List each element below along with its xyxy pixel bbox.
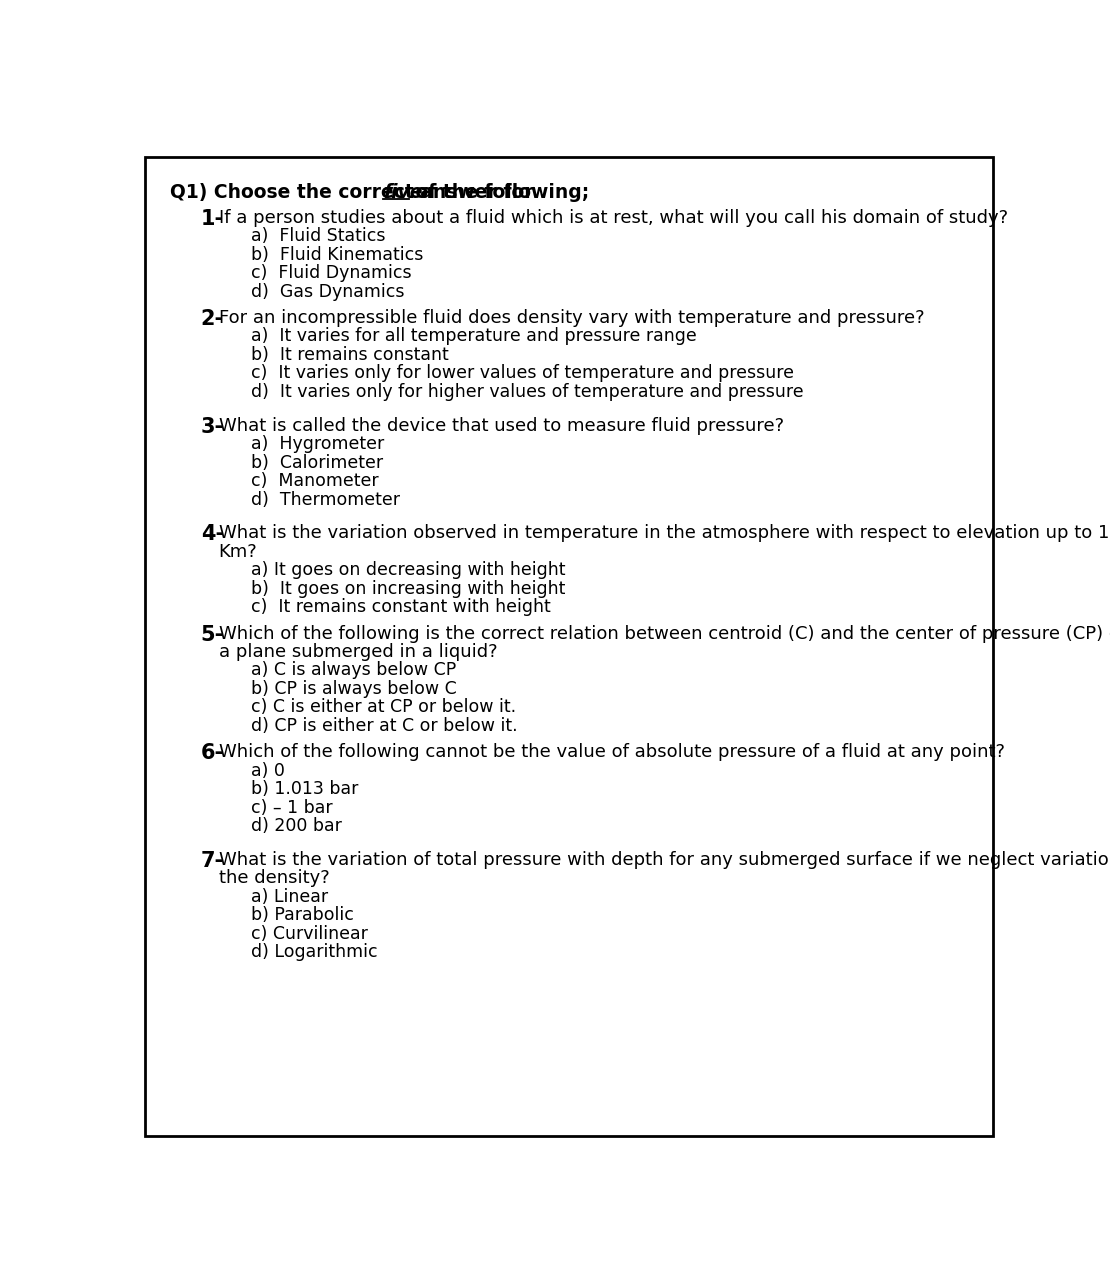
Text: a)  Fluid Statics: a) Fluid Statics (251, 228, 385, 246)
Text: b)  It remains constant: b) It remains constant (251, 346, 448, 364)
Text: d)  Gas Dynamics: d) Gas Dynamics (251, 283, 405, 301)
Text: a) C is always below CP: a) C is always below CP (251, 662, 456, 680)
Text: 6-: 6- (201, 744, 224, 763)
Text: c) – 1 bar: c) – 1 bar (251, 799, 333, 817)
Text: a)  It varies for all temperature and pressure range: a) It varies for all temperature and pre… (251, 328, 697, 346)
Text: a) 0: a) 0 (251, 762, 285, 780)
Text: c)  It remains constant with height: c) It remains constant with height (251, 598, 551, 617)
Text: 1-: 1- (201, 209, 224, 229)
Text: five: five (383, 183, 423, 202)
Text: What is called the device that used to measure fluid pressure?: What is called the device that used to m… (219, 416, 784, 435)
Text: c)  Manometer: c) Manometer (251, 472, 379, 490)
Text: 7-: 7- (201, 851, 224, 870)
Text: What is the variation of total pressure with depth for any submerged surface if : What is the variation of total pressure … (219, 851, 1110, 869)
Text: If a person studies about a fluid which is at rest, what will you call his domai: If a person studies about a fluid which … (219, 209, 1008, 227)
Text: b) 1.013 bar: b) 1.013 bar (251, 780, 359, 797)
Text: c)  Fluid Dynamics: c) Fluid Dynamics (251, 264, 412, 282)
Text: 4-: 4- (201, 525, 224, 544)
Text: b) Parabolic: b) Parabolic (251, 906, 354, 924)
Text: b)  Fluid Kinematics: b) Fluid Kinematics (251, 246, 424, 264)
Text: 2-: 2- (201, 308, 224, 329)
Text: Which of the following is the correct relation between centroid (C) and the cent: Which of the following is the correct re… (219, 625, 1110, 643)
Text: d) CP is either at C or below it.: d) CP is either at C or below it. (251, 717, 517, 735)
Text: a) It goes on decreasing with height: a) It goes on decreasing with height (251, 562, 566, 580)
Text: d)  Thermometer: d) Thermometer (251, 490, 400, 508)
Text: Q1) Choose the correct answer for: Q1) Choose the correct answer for (170, 183, 539, 202)
Text: c) Curvilinear: c) Curvilinear (251, 925, 369, 943)
Text: c) C is either at CP or below it.: c) C is either at CP or below it. (251, 699, 516, 717)
Text: Which of the following cannot be the value of absolute pressure of a fluid at an: Which of the following cannot be the val… (219, 744, 1005, 762)
Text: the density?: the density? (219, 869, 330, 887)
Text: What is the variation observed in temperature in the atmosphere with respect to : What is the variation observed in temper… (219, 525, 1110, 543)
Text: b)  It goes on increasing with height: b) It goes on increasing with height (251, 580, 565, 598)
Text: 3-: 3- (201, 416, 224, 436)
Text: of the following;: of the following; (408, 183, 589, 202)
Text: a plane submerged in a liquid?: a plane submerged in a liquid? (219, 643, 497, 660)
Text: a) Linear: a) Linear (251, 888, 329, 906)
Text: For an incompressible fluid does density vary with temperature and pressure?: For an incompressible fluid does density… (219, 308, 925, 326)
Text: d) Logarithmic: d) Logarithmic (251, 943, 377, 961)
Text: b)  Calorimeter: b) Calorimeter (251, 453, 383, 471)
Text: d) 200 bar: d) 200 bar (251, 817, 342, 835)
Text: d)  It varies only for higher values of temperature and pressure: d) It varies only for higher values of t… (251, 383, 804, 401)
Text: c)  It varies only for lower values of temperature and pressure: c) It varies only for lower values of te… (251, 365, 794, 383)
Text: Km?: Km? (219, 543, 258, 561)
Text: b) CP is always below C: b) CP is always below C (251, 680, 457, 698)
Text: 5-: 5- (201, 625, 224, 645)
Text: a)  Hygrometer: a) Hygrometer (251, 435, 384, 453)
